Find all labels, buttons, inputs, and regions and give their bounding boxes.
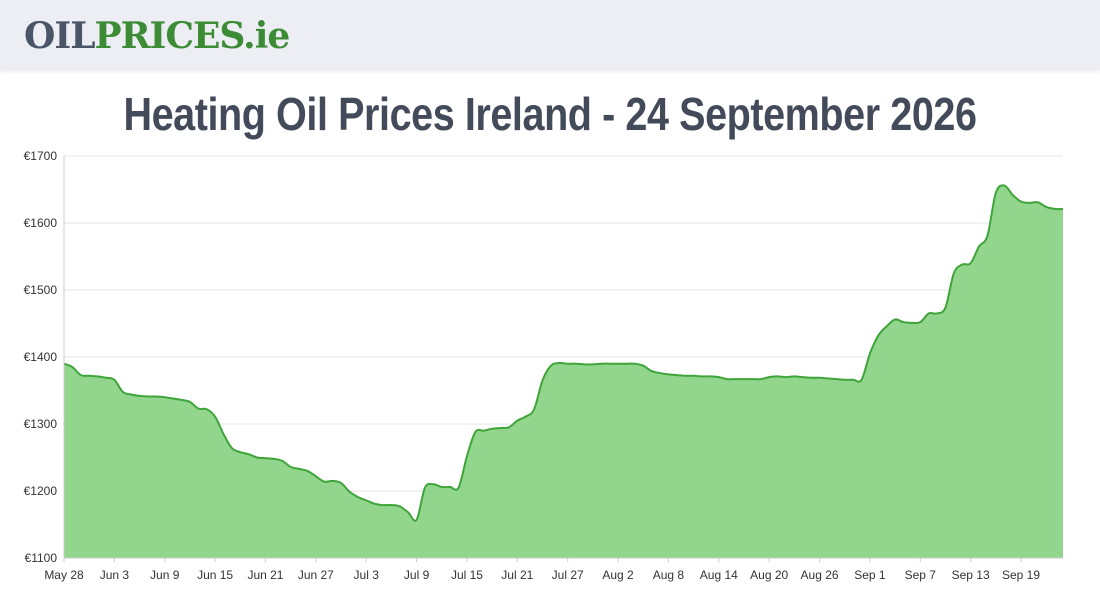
logo-tld-text: .ie: [243, 15, 290, 57]
x-tick-label: Jun 21: [247, 568, 283, 582]
x-tick-label: Sep 7: [905, 568, 937, 582]
y-tick-label: €1500: [24, 283, 58, 297]
page-title: Heating Oil Prices Ireland - 24 Septembe…: [123, 88, 977, 140]
x-tick-label: Jul 9: [404, 568, 430, 582]
x-tick-label: Jun 27: [298, 568, 334, 582]
y-tick-label: €1700: [24, 149, 58, 163]
x-tick-label: Jul 15: [451, 568, 483, 582]
y-tick-label: €1600: [24, 216, 58, 230]
x-tick-label: Sep 19: [1002, 568, 1040, 582]
logo-prices-text: PRICES: [94, 15, 245, 57]
x-tick-label: Jun 15: [197, 568, 233, 582]
x-tick-label: Sep 13: [952, 568, 990, 582]
price-line: [63, 184, 1064, 522]
site-logo[interactable]: OILPRICES.ie: [24, 14, 290, 58]
x-tick-label: May 28: [44, 568, 84, 582]
site-header: OILPRICES.ie: [0, 0, 1100, 70]
x-tick-label: Jun 9: [150, 568, 180, 582]
x-tick-label: Aug 8: [653, 568, 685, 582]
y-tick-label: €1200: [24, 484, 58, 498]
y-tick-label: €1100: [25, 551, 58, 565]
x-tick-label: Aug 20: [750, 568, 788, 582]
y-tick-label: €1300: [24, 417, 58, 431]
logo-oil-text: OIL: [24, 15, 96, 57]
x-tick-label: Aug 2: [602, 568, 634, 582]
price-area: [64, 185, 1063, 558]
x-tick-label: Jun 3: [100, 568, 130, 582]
x-tick-label: Aug 14: [700, 568, 738, 582]
x-tick-label: Aug 26: [801, 568, 839, 582]
x-tick-label: Sep 1: [854, 568, 886, 582]
y-tick-label: €1400: [24, 350, 58, 364]
x-tick-label: Jul 21: [501, 568, 533, 582]
x-tick-label: Jul 27: [552, 568, 584, 582]
x-tick-label: Jul 3: [354, 568, 380, 582]
